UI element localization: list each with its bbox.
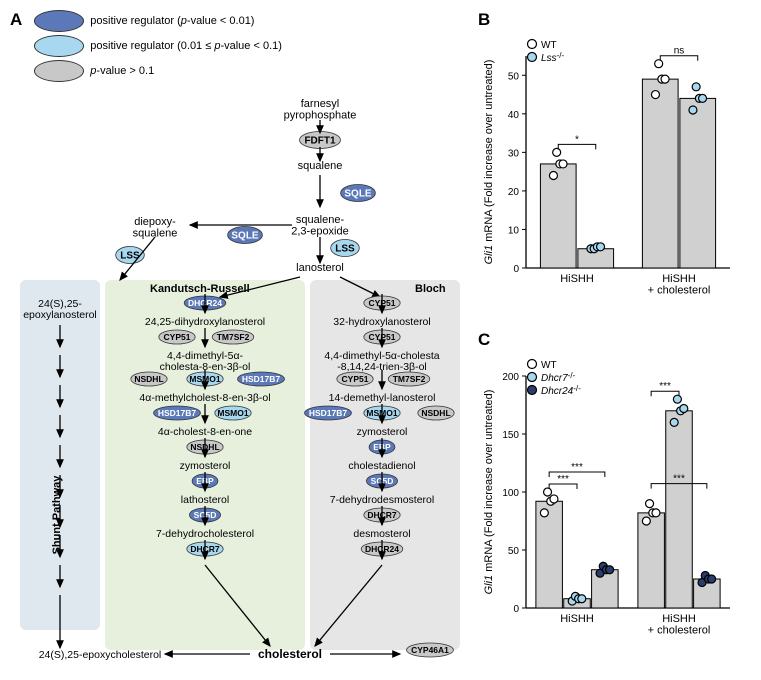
svg-text:lathosterol: lathosterol bbox=[181, 494, 229, 506]
svg-text:NSDHL: NSDHL bbox=[421, 408, 450, 418]
svg-text:4α-methylcholest-8-en-3β-ol: 4α-methylcholest-8-en-3β-ol bbox=[139, 392, 270, 404]
svg-text:cholesterol: cholesterol bbox=[258, 647, 322, 661]
legend-swatch bbox=[34, 35, 84, 57]
legend: positive regulator (p-value < 0.01) posit… bbox=[34, 10, 282, 85]
svg-text:*: * bbox=[575, 134, 579, 145]
panel-b: B 0 10 20 30 40 50 Gli1 mRNA (Fold increase ov… bbox=[478, 10, 748, 310]
chart-c: 0 50 100 150 200 Gli1 mRNA (Fold increase ove… bbox=[478, 350, 738, 650]
svg-text:diepoxy-squalene: diepoxy-squalene bbox=[133, 216, 178, 240]
legend-row: positive regulator (0.01 ≤ p-value < 0.1… bbox=[34, 35, 282, 57]
legend-swatch bbox=[34, 60, 84, 82]
svg-text:farnesylpyrophosphate: farnesylpyrophosphate bbox=[284, 98, 357, 122]
svg-text:CYP51: CYP51 bbox=[164, 332, 191, 342]
svg-text:SQLE: SQLE bbox=[344, 189, 372, 200]
svg-text:***: *** bbox=[557, 474, 569, 485]
figure: A positive regulator (p-value < 0.01)pos… bbox=[10, 10, 751, 670]
svg-text:HSD17B7: HSD17B7 bbox=[158, 408, 197, 418]
svg-text:ns: ns bbox=[674, 46, 685, 57]
svg-text:HiSHH+ cholesterol: HiSHH+ cholesterol bbox=[648, 273, 711, 297]
svg-text:40: 40 bbox=[508, 110, 520, 121]
chart-b: 0 10 20 30 40 50 Gli1 mRNA (Fold increase over… bbox=[478, 30, 738, 310]
svg-text:24,25-dihydroxylanosterol: 24,25-dihydroxylanosterol bbox=[145, 316, 265, 328]
svg-text:20: 20 bbox=[508, 187, 520, 198]
legend-text: positive regulator (0.01 ≤ p-value < 0.1… bbox=[90, 40, 282, 52]
svg-text:HiSHH: HiSHH bbox=[560, 273, 594, 285]
panel-c-label: C bbox=[478, 330, 490, 349]
svg-text:Gli1 mRNA (Fold increase over: Gli1 mRNA (Fold increase over untreated) bbox=[483, 390, 495, 595]
pathway-diagram: Shunt PathwayKandutsch-RussellBlochfarne… bbox=[10, 85, 470, 665]
svg-text:4α-cholest-8-en-one: 4α-cholest-8-en-one bbox=[158, 426, 252, 438]
svg-text:HSD17B7: HSD17B7 bbox=[242, 374, 281, 384]
legend-text: p-value > 0.1 bbox=[90, 65, 154, 77]
panel-c: C 0 50 100 150 200 Gli1 mRNA (Fold increase o… bbox=[478, 330, 748, 650]
svg-text:desmosterol: desmosterol bbox=[353, 528, 410, 540]
svg-text:HiSHH: HiSHH bbox=[560, 613, 594, 625]
svg-text:Gli1 mRNA (Fold increase over: Gli1 mRNA (Fold increase over untreated) bbox=[483, 60, 495, 265]
svg-text:7-dehydrocholesterol: 7-dehydrocholesterol bbox=[156, 528, 254, 540]
svg-text:squalene: squalene bbox=[298, 160, 343, 172]
svg-text:TM7SF2: TM7SF2 bbox=[393, 374, 426, 384]
svg-text:10: 10 bbox=[508, 225, 520, 236]
svg-text:0: 0 bbox=[513, 604, 519, 615]
svg-text:LSS: LSS bbox=[335, 244, 355, 255]
svg-text:Shunt Pathway: Shunt Pathway bbox=[51, 475, 63, 555]
svg-text:150: 150 bbox=[502, 430, 519, 441]
svg-text:SQLE: SQLE bbox=[231, 231, 259, 242]
svg-text:Lss-/-: Lss-/- bbox=[541, 51, 564, 64]
svg-text:zymosterol: zymosterol bbox=[357, 426, 408, 438]
svg-text:24(S),25-epoxycholesterol: 24(S),25-epoxycholesterol bbox=[39, 649, 162, 661]
svg-text:***: *** bbox=[571, 462, 583, 473]
svg-text:Bloch: Bloch bbox=[415, 283, 446, 295]
svg-text:50: 50 bbox=[508, 546, 520, 557]
svg-text:50: 50 bbox=[508, 71, 520, 82]
svg-text:4,4-dimethyl-5α-cholesta-8-en-: 4,4-dimethyl-5α-cholesta-8-en-3β-ol bbox=[160, 350, 251, 373]
svg-text:0: 0 bbox=[513, 264, 519, 275]
svg-text:FDFT1: FDFT1 bbox=[304, 136, 336, 147]
right-column: B 0 10 20 30 40 50 Gli1 mRNA (Fold increase ov… bbox=[478, 10, 748, 670]
svg-text:CYP51: CYP51 bbox=[342, 374, 369, 384]
svg-text:NSDHL: NSDHL bbox=[134, 374, 163, 384]
svg-text:CYP46A1: CYP46A1 bbox=[411, 645, 449, 655]
panel-b-label: B bbox=[478, 10, 490, 29]
panel-a-label: A bbox=[10, 10, 22, 30]
svg-text:***: *** bbox=[659, 381, 671, 392]
legend-row: positive regulator (p-value < 0.01) bbox=[34, 10, 282, 32]
svg-text:WT: WT bbox=[541, 360, 557, 371]
svg-text:squalene-2,3-epoxide: squalene-2,3-epoxide bbox=[291, 214, 349, 238]
legend-row: p-value > 0.1 bbox=[34, 60, 282, 82]
legend-text: positive regulator (p-value < 0.01) bbox=[90, 15, 254, 27]
svg-text:Dhcr7-/-: Dhcr7-/- bbox=[541, 371, 576, 384]
svg-text:MSMO1: MSMO1 bbox=[217, 408, 248, 418]
svg-text:zymosterol: zymosterol bbox=[180, 460, 231, 472]
panel-a: A positive regulator (p-value < 0.01)pos… bbox=[10, 10, 470, 670]
svg-text:lanosterol: lanosterol bbox=[296, 262, 344, 274]
svg-text:4,4-dimethyl-5α-cholesta-8,14,: 4,4-dimethyl-5α-cholesta-8,14,24-trien-3… bbox=[324, 350, 439, 373]
svg-text:HiSHH+ cholesterol: HiSHH+ cholesterol bbox=[648, 613, 711, 637]
svg-text:32-hydroxylanosterol: 32-hydroxylanosterol bbox=[333, 316, 430, 328]
svg-text:Dhcr24-/-: Dhcr24-/- bbox=[541, 384, 581, 397]
svg-text:TM7SF2: TM7SF2 bbox=[217, 332, 250, 342]
svg-text:30: 30 bbox=[508, 148, 520, 159]
svg-text:200: 200 bbox=[502, 372, 519, 383]
svg-text:cholestadienol: cholestadienol bbox=[348, 460, 415, 472]
legend-swatch bbox=[34, 10, 84, 32]
svg-text:HSD17B7: HSD17B7 bbox=[309, 408, 348, 418]
svg-text:100: 100 bbox=[502, 488, 519, 499]
svg-text:***: *** bbox=[673, 474, 685, 485]
svg-text:WT: WT bbox=[541, 40, 557, 51]
svg-text:14-demethyl-lanosterol: 14-demethyl-lanosterol bbox=[329, 392, 436, 404]
svg-text:7-dehydrodesmosterol: 7-dehydrodesmosterol bbox=[330, 494, 434, 506]
